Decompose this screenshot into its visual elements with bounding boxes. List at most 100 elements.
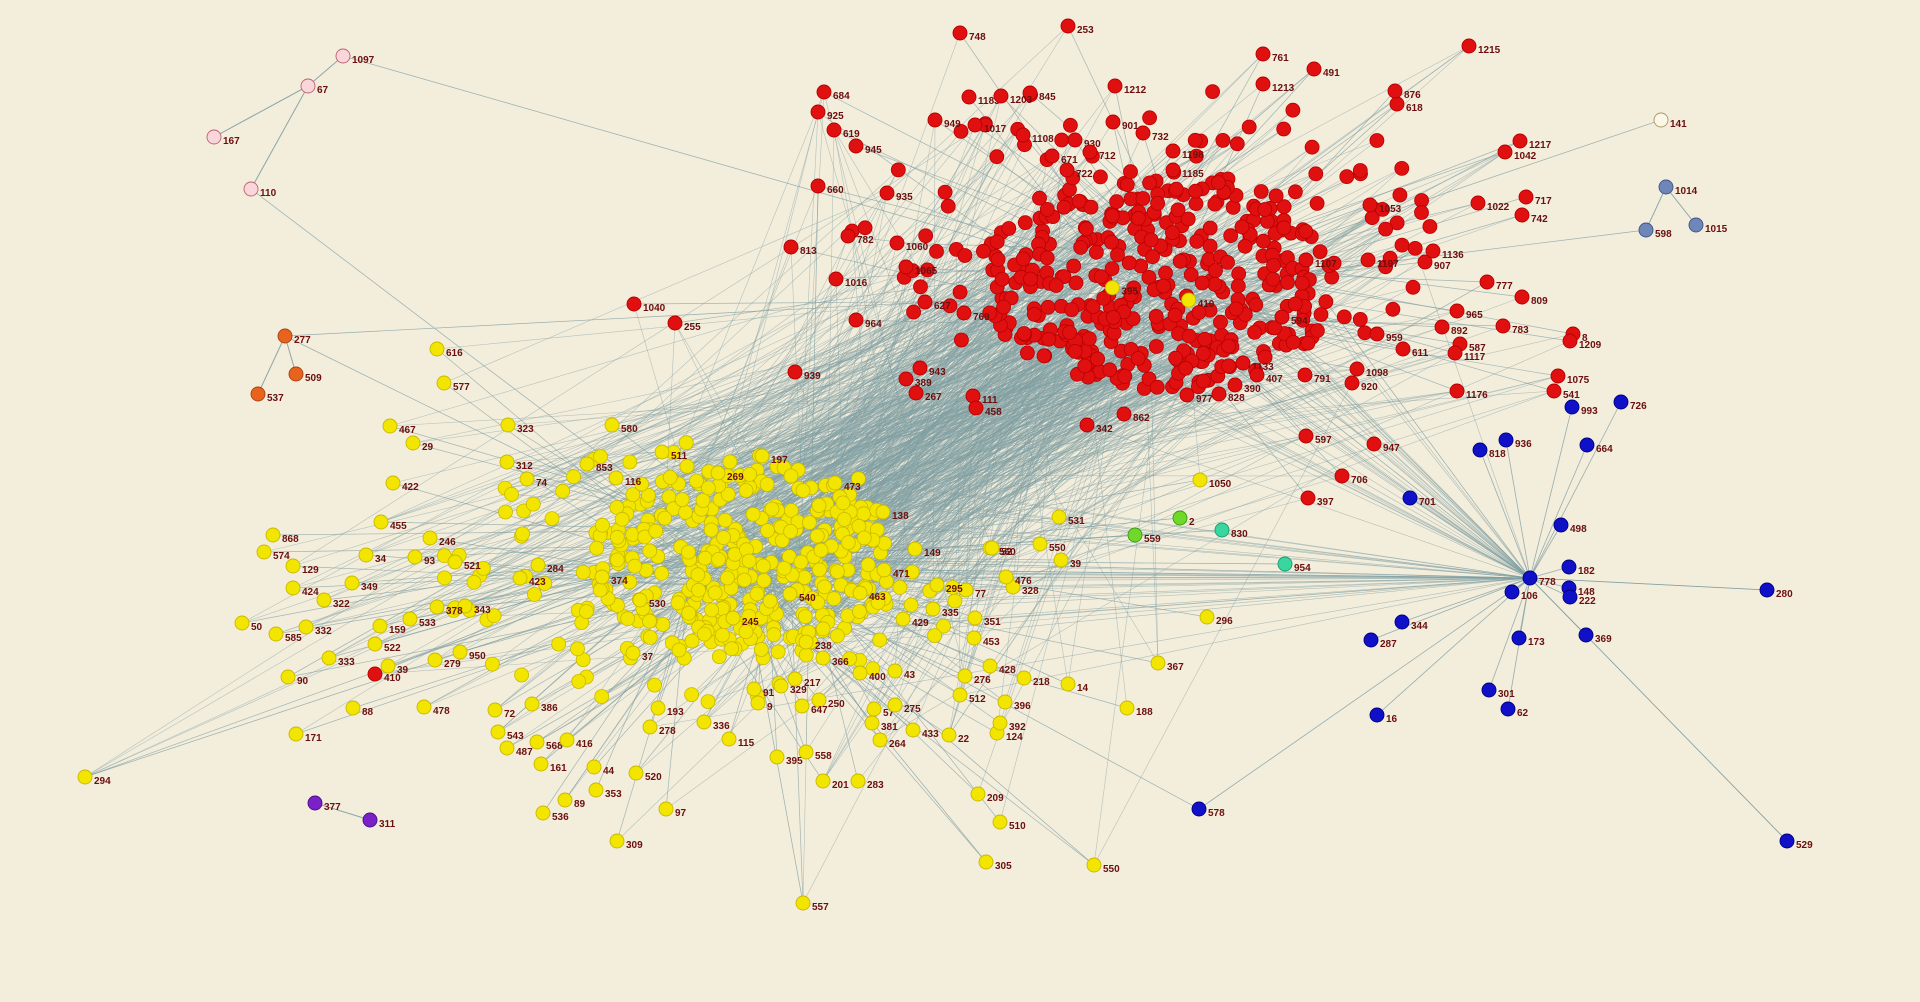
node-circle[interactable]: [457, 598, 473, 614]
graph-node-433[interactable]: 433: [905, 722, 939, 740]
node-circle[interactable]: [586, 759, 602, 775]
node-circle[interactable]: [285, 558, 301, 574]
node-circle[interactable]: [345, 700, 361, 716]
graph-node-533[interactable]: 533: [402, 611, 436, 629]
node-circle[interactable]: [288, 726, 304, 742]
graph-node-1136[interactable]: 1136: [1425, 243, 1464, 261]
node-circle[interactable]: [929, 577, 945, 593]
graph-node-333[interactable]: 333: [321, 650, 355, 668]
node-circle[interactable]: [667, 315, 683, 331]
graph-node-90[interactable]: 90: [280, 669, 309, 687]
node-circle[interactable]: [1053, 552, 1069, 568]
node-circle[interactable]: [632, 592, 648, 608]
graph-node-410[interactable]: 410: [1181, 292, 1215, 310]
graph-node-1198[interactable]: 1198: [1165, 143, 1204, 161]
graph-node-1183[interactable]: 1183: [961, 89, 1000, 107]
graph-node-269[interactable]: 269: [710, 465, 744, 483]
node-circle[interactable]: [1461, 38, 1477, 54]
node-circle[interactable]: [1191, 801, 1207, 817]
node-circle[interactable]: [373, 514, 389, 530]
node-circle[interactable]: [908, 385, 924, 401]
node-circle[interactable]: [1067, 132, 1083, 148]
graph-node-511[interactable]: 511: [654, 444, 688, 462]
graph-node-386[interactable]: 386: [524, 696, 558, 714]
graph-node-543[interactable]: 543: [490, 724, 524, 742]
graph-node-598[interactable]: 598: [1638, 222, 1672, 240]
node-circle[interactable]: [1165, 143, 1181, 159]
graph-node-255[interactable]: 255: [667, 315, 701, 333]
graph-node-149[interactable]: 149: [907, 541, 941, 559]
node-circle[interactable]: [1214, 522, 1230, 538]
node-circle[interactable]: [650, 700, 666, 716]
node-circle[interactable]: [907, 541, 923, 557]
graph-node-428[interactable]: 428: [982, 658, 1016, 676]
graph-node-594[interactable]: 594: [1274, 309, 1308, 327]
graph-node-949[interactable]: 949: [927, 112, 961, 130]
graph-node-89[interactable]: 89: [557, 792, 586, 810]
graph-node-550[interactable]: 550: [1032, 536, 1066, 554]
graph-node-74[interactable]: 74: [519, 471, 548, 489]
node-circle[interactable]: [1479, 274, 1495, 290]
node-circle[interactable]: [447, 554, 463, 570]
graph-node-463[interactable]: 463: [852, 585, 886, 603]
graph-node-67[interactable]: 67: [300, 78, 329, 96]
node-circle[interactable]: [1759, 582, 1775, 598]
graph-node-390[interactable]: 390: [1227, 377, 1261, 395]
graph-node-377[interactable]: 377: [307, 795, 341, 813]
graph-node-611[interactable]: 611: [1395, 341, 1429, 359]
graph-node-732[interactable]: 732: [1135, 125, 1169, 143]
node-circle[interactable]: [642, 719, 658, 735]
node-circle[interactable]: [798, 634, 814, 650]
graph-node-197[interactable]: 197: [754, 448, 788, 466]
node-circle[interactable]: [1658, 179, 1674, 195]
graph-node-706[interactable]: 706: [1334, 468, 1368, 486]
graph-node-9[interactable]: 9: [750, 695, 773, 713]
node-circle[interactable]: [1366, 436, 1382, 452]
graph-node-173[interactable]: 173: [1511, 630, 1545, 648]
node-circle[interactable]: [1297, 367, 1313, 383]
node-circle[interactable]: [1079, 417, 1095, 433]
graph-node-1098[interactable]: 1098: [1349, 361, 1389, 379]
graph-node-1107[interactable]: 1107: [1298, 252, 1337, 270]
node-circle[interactable]: [1277, 556, 1293, 572]
graph-node-323[interactable]: 323: [500, 417, 534, 435]
node-circle[interactable]: [256, 544, 272, 560]
node-circle[interactable]: [1255, 76, 1271, 92]
node-circle[interactable]: [407, 549, 423, 565]
node-circle[interactable]: [875, 504, 891, 520]
graph-node-1040[interactable]: 1040: [626, 296, 666, 314]
graph-node-253[interactable]: 253: [1060, 18, 1094, 36]
graph-node-161[interactable]: 161: [533, 756, 567, 774]
node-circle[interactable]: [625, 645, 641, 661]
node-circle[interactable]: [1514, 207, 1530, 223]
node-circle[interactable]: [721, 731, 737, 747]
graph-node-250[interactable]: 250: [811, 692, 845, 710]
node-circle[interactable]: [288, 366, 304, 382]
graph-node-977[interactable]: 977: [1179, 387, 1213, 405]
node-circle[interactable]: [362, 812, 378, 828]
node-circle[interactable]: [1199, 609, 1215, 625]
node-circle[interactable]: [604, 417, 620, 433]
node-circle[interactable]: [811, 692, 827, 708]
node-circle[interactable]: [243, 181, 259, 197]
node-circle[interactable]: [1116, 406, 1132, 422]
graph-node-965[interactable]: 965: [1449, 303, 1483, 321]
graph-node-381[interactable]: 381: [864, 715, 898, 733]
graph-node-660[interactable]: 660: [810, 178, 844, 196]
graph-node-809[interactable]: 809: [1514, 289, 1548, 307]
node-circle[interactable]: [815, 650, 831, 666]
node-circle[interactable]: [1553, 517, 1569, 533]
node-circle[interactable]: [487, 702, 503, 718]
graph-node-578[interactable]: 578: [1191, 801, 1225, 819]
node-circle[interactable]: [917, 294, 933, 310]
node-circle[interactable]: [1369, 707, 1385, 723]
graph-node-296[interactable]: 296: [1199, 609, 1233, 627]
node-circle[interactable]: [1181, 292, 1197, 308]
graph-node-392[interactable]: 392: [992, 715, 1026, 733]
node-circle[interactable]: [1179, 387, 1195, 403]
node-circle[interactable]: [1562, 589, 1578, 605]
node-circle[interactable]: [1395, 341, 1411, 357]
node-circle[interactable]: [535, 805, 551, 821]
graph-node-778[interactable]: 778: [1522, 570, 1556, 588]
node-circle[interactable]: [750, 695, 766, 711]
